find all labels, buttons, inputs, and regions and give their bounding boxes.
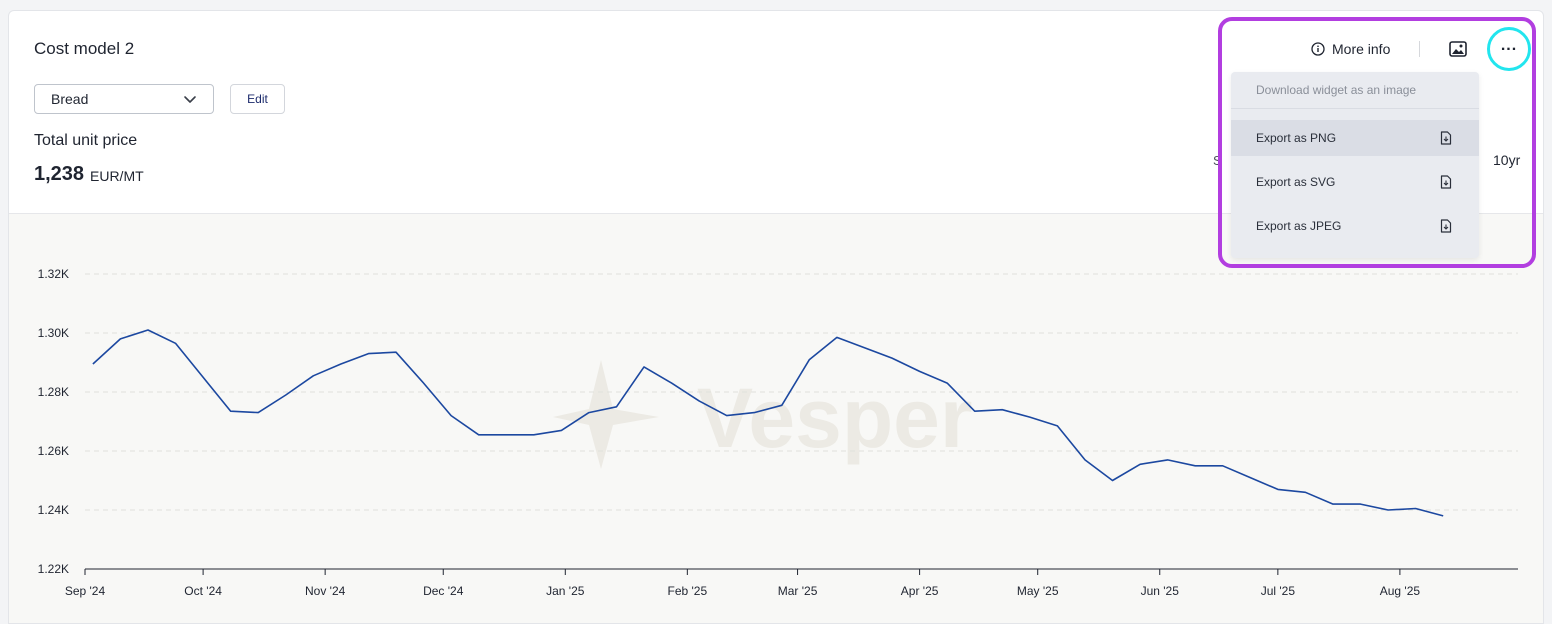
chart-series xyxy=(92,329,1444,517)
x-tick-label: May '25 xyxy=(1017,584,1059,598)
menu-item-label: Export as PNG xyxy=(1256,131,1337,145)
x-tick-label: Apr '25 xyxy=(901,584,939,598)
watermark: Vesper xyxy=(553,360,973,469)
series-line xyxy=(92,329,1444,517)
y-tick-label: 1.26K xyxy=(38,444,69,458)
chevron-down-icon xyxy=(184,96,196,103)
chart-area xyxy=(9,214,1543,623)
info-icon xyxy=(1311,42,1325,56)
x-tick-label: Sep '24 xyxy=(65,584,106,598)
y-tick-label: 1.28K xyxy=(38,385,69,399)
y-tick-label: 1.24K xyxy=(38,503,69,517)
y-tick-label: 1.32K xyxy=(38,267,69,281)
product-select-value: Bread xyxy=(51,91,89,107)
x-axis: Sep '24 Oct '24 Nov '24 Dec '24 Jan '25 Feb '… xyxy=(65,568,1518,598)
more-dots-icon: ... xyxy=(1500,37,1518,54)
x-tick-label: Jan '25 xyxy=(546,584,585,598)
x-tick-label: Mar '25 xyxy=(778,584,818,598)
export-jpeg-item[interactable]: Export as JPEG xyxy=(1231,208,1479,244)
edit-button[interactable]: Edit xyxy=(230,84,285,114)
toolbar-divider xyxy=(1419,41,1420,57)
watermark-text: Vesper xyxy=(697,371,973,465)
x-tick-label: Nov '24 xyxy=(305,584,346,598)
file-download-icon xyxy=(1440,131,1452,145)
x-tick-label: Jun '25 xyxy=(1141,584,1180,598)
more-info-button[interactable]: More info xyxy=(1311,41,1390,57)
y-tick-label: 1.30K xyxy=(38,326,69,340)
download-image-button[interactable] xyxy=(1447,38,1469,60)
cost-model-widget: Cost model 2 Bread Edit Total unit price… xyxy=(8,10,1544,624)
chart-grid xyxy=(85,273,1518,511)
export-svg-item[interactable]: Export as SVG xyxy=(1231,164,1479,200)
y-tick-label: 1.22K xyxy=(38,562,69,576)
x-tick-label: Dec '24 xyxy=(423,584,464,598)
metric-label: Total unit price xyxy=(34,132,138,149)
export-png-item[interactable]: Export as PNG xyxy=(1231,120,1479,156)
y-axis: 1.22K 1.24K 1.26K 1.28K 1.30K 1.32K xyxy=(38,267,69,576)
more-info-label: More info xyxy=(1332,41,1391,57)
more-options-button[interactable]: ... xyxy=(1487,27,1531,71)
menu-item-label: Export as SVG xyxy=(1256,175,1336,189)
widget-title: Cost model 2 xyxy=(34,39,135,58)
file-download-icon xyxy=(1440,219,1452,233)
x-tick-label: Aug '25 xyxy=(1380,584,1421,598)
watermark-star-icon xyxy=(553,360,659,469)
menu-header: Download widget as an image xyxy=(1231,72,1479,109)
x-tick-label: Feb '25 xyxy=(668,584,708,598)
metric-value: 1,238 xyxy=(34,163,85,185)
range-option-10yr[interactable]: 10yr xyxy=(1493,152,1521,168)
header-divider xyxy=(9,213,1543,214)
file-download-icon xyxy=(1440,175,1452,189)
menu-item-label: Export as JPEG xyxy=(1256,219,1342,233)
line-chart: Vesper 1.22K 1.24K 1.26K 1.28K 1.30K 1.32K Se… xyxy=(38,267,1518,598)
export-menu: Download widget as an image Export as PN… xyxy=(1231,72,1479,258)
range-option-partial[interactable]: S xyxy=(1213,153,1222,168)
product-select[interactable]: Bread xyxy=(34,84,214,114)
x-tick-label: Jul '25 xyxy=(1261,584,1296,598)
metric-unit: EUR/MT xyxy=(90,168,144,184)
x-tick-label: Oct '24 xyxy=(184,584,222,598)
image-icon xyxy=(1449,41,1467,57)
